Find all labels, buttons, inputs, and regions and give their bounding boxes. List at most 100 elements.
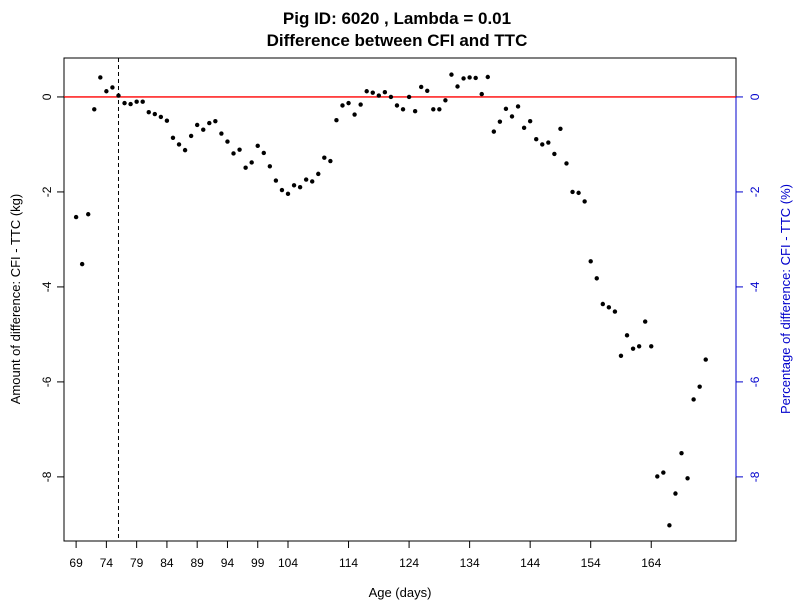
x-tick-label: 69 (69, 556, 83, 570)
data-point (358, 102, 363, 107)
x-tick-label: 99 (251, 556, 265, 570)
x-tick-label: 94 (221, 556, 235, 570)
data-point (267, 164, 273, 169)
data-point (255, 143, 260, 149)
data-point (558, 126, 563, 131)
data-point (352, 112, 357, 117)
data-point (116, 93, 121, 98)
y-axis-title-left: Amount of difference: CFI - TTC (kg) (8, 194, 23, 404)
x-tick-label: 74 (100, 556, 114, 570)
chart-subtitle: Difference between CFI and TTC (267, 31, 528, 50)
data-point (515, 104, 521, 109)
data-point (134, 99, 139, 104)
x-tick-label: 124 (399, 556, 419, 570)
data-point (364, 89, 369, 94)
data-point (521, 125, 527, 131)
data-point (600, 301, 606, 307)
data-point (697, 384, 702, 389)
x-axis: 69 74 79 84 89 94 99 104 114 124 134 144 154 164 (69, 540, 662, 570)
data-point (540, 142, 545, 147)
y-tick-label-left: 0 (40, 93, 54, 100)
y-tick-label-right: -4 (748, 281, 762, 292)
data-point (140, 99, 145, 104)
data-point (703, 357, 708, 362)
data-point (104, 89, 109, 94)
data-point (449, 72, 454, 77)
y-tick-label-left: -2 (40, 186, 54, 197)
data-point (576, 190, 581, 196)
data-point (552, 151, 557, 157)
data-point (182, 147, 188, 153)
data-point (412, 108, 418, 114)
data-point (406, 94, 412, 100)
data-point (425, 88, 430, 93)
data-point (437, 107, 442, 112)
data-point (624, 333, 630, 338)
x-tick-label: 134 (460, 556, 480, 570)
x-tick-label: 104 (278, 556, 298, 570)
data-point (122, 100, 127, 106)
data-point (128, 101, 133, 107)
data-point (612, 309, 618, 314)
x-tick-label: 84 (160, 556, 174, 570)
data-point (527, 118, 533, 124)
data-point (279, 187, 285, 193)
data-point (316, 171, 321, 177)
data-point (249, 160, 254, 165)
data-point (334, 118, 339, 123)
data-point (261, 150, 266, 156)
data-point (201, 127, 206, 132)
data-point (497, 119, 503, 124)
data-point (146, 109, 151, 115)
chart-title: Pig ID: 6020 , Lambda = 0.01 (283, 9, 511, 28)
data-point (370, 90, 375, 95)
data-point (418, 84, 424, 90)
data-point (655, 474, 660, 479)
x-tick-label: 114 (339, 556, 358, 570)
data-point (564, 161, 569, 166)
data-point (297, 184, 303, 190)
data-point (176, 142, 182, 147)
y-tick-label-right: -6 (748, 376, 762, 387)
data-point (158, 114, 164, 120)
data-points (73, 72, 708, 528)
data-point (110, 85, 115, 90)
data-point (346, 100, 351, 106)
data-point (194, 122, 200, 128)
data-point (618, 353, 624, 358)
data-point (534, 137, 539, 142)
x-tick-label: 89 (191, 556, 205, 570)
data-point (291, 183, 297, 188)
data-point (376, 93, 382, 98)
data-point (570, 189, 575, 195)
data-point (491, 129, 497, 134)
y-tick-label-right: -2 (748, 186, 762, 197)
data-point (79, 261, 85, 267)
data-point (606, 305, 612, 310)
data-point (225, 139, 230, 144)
data-point (431, 107, 436, 112)
data-point (328, 158, 333, 164)
data-point (461, 76, 466, 81)
data-point (152, 111, 158, 117)
data-point (231, 151, 236, 156)
data-point (443, 98, 448, 103)
data-point (213, 118, 218, 124)
data-point (649, 344, 654, 349)
data-point (673, 491, 678, 496)
y-tick-label-left: -4 (40, 281, 54, 292)
data-point (164, 118, 170, 123)
y-tick-label-left: -6 (40, 376, 54, 387)
y-axis-left: 0 -2 -4 -6 -8 (40, 93, 65, 482)
data-point (322, 155, 327, 160)
data-point (679, 450, 684, 456)
y-tick-label-right: -8 (748, 471, 762, 482)
data-point (582, 199, 587, 204)
data-point (485, 74, 490, 80)
data-point (394, 103, 400, 108)
data-point (285, 191, 291, 197)
data-point (588, 259, 593, 264)
y-axis-title-right: Percentage of difference: CFI - TTC (%) (778, 184, 793, 414)
